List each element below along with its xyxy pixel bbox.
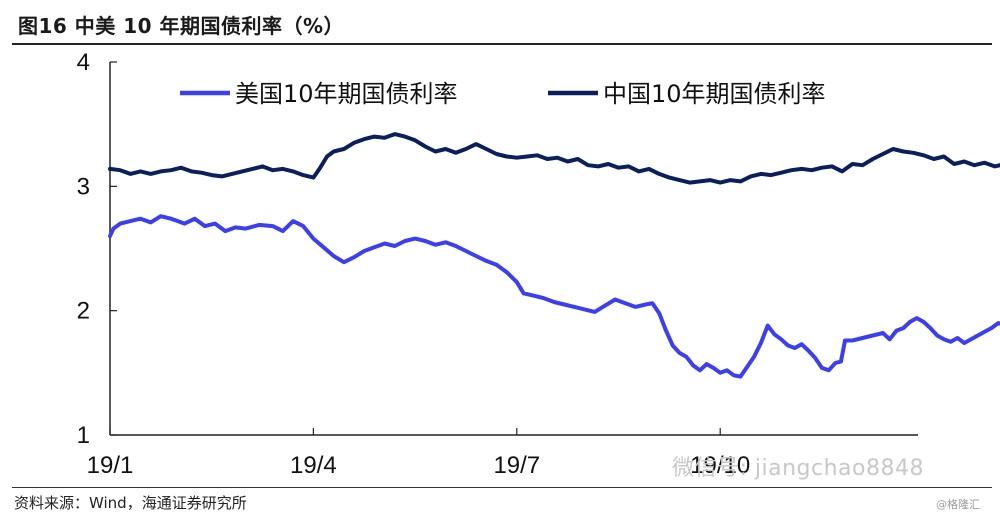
x-tick-label: 19/4 xyxy=(290,452,337,479)
series-layer xyxy=(108,132,1000,379)
y-tick-label: 2 xyxy=(77,298,90,325)
legend-label-cn: 中国10年期国债利率 xyxy=(603,80,826,108)
series-line-us xyxy=(108,214,1000,379)
legend-label-us: 美国10年期国债利率 xyxy=(235,80,458,108)
y-tick-label: 3 xyxy=(77,173,90,200)
x-tick-label: 19/10 xyxy=(690,452,750,479)
chart-title: 图16 中美 10 年期国债利率（%） xyxy=(18,14,345,38)
watermark-small: @格隆汇 xyxy=(936,498,980,511)
series-line-cn xyxy=(108,132,1000,185)
y-tick-label: 4 xyxy=(77,49,90,76)
source-note: 资料来源：Wind，海通证券研究所 xyxy=(14,494,247,512)
source-divider xyxy=(12,487,992,488)
legend: 美国10年期国债利率 中国10年期国债利率 xyxy=(180,80,826,108)
watermark: 微信号: jiangchao8848 xyxy=(672,456,924,481)
axes: 1 2 3 4 19/1 19/4 19/7 19/10 xyxy=(77,49,918,479)
x-tick-label: 19/7 xyxy=(493,452,540,479)
title-divider xyxy=(12,43,992,45)
x-tick-label: 19/1 xyxy=(87,452,134,479)
y-tick-label: 1 xyxy=(77,422,90,449)
